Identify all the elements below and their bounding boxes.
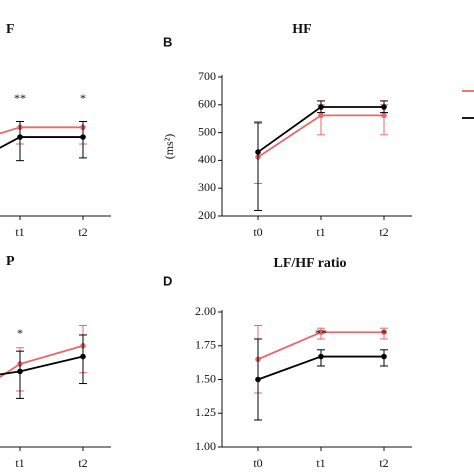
y-tick-label: 300 (198, 180, 216, 194)
chart-title: HF (292, 22, 311, 37)
chart-title: F (6, 22, 15, 37)
data-point (318, 329, 324, 336)
data-point (318, 104, 324, 110)
x-tick-label: t0 (253, 456, 262, 470)
series-line (0, 136, 83, 149)
y-tick-label: 1.25 (195, 405, 216, 419)
series-line (0, 344, 84, 379)
x-tick-label: t2 (379, 225, 388, 239)
data-point (17, 134, 23, 140)
x-tick-label: t2 (78, 456, 87, 470)
data-point (80, 134, 86, 140)
y-tick-label: 2.00 (195, 304, 216, 318)
annotation: * (17, 326, 23, 340)
y-axis-label: (ms²) (162, 134, 176, 160)
data-point (255, 376, 261, 383)
data-point (80, 353, 86, 360)
data-point (255, 149, 261, 155)
data-point (17, 368, 23, 375)
error-bar (254, 122, 262, 211)
annotation: * (381, 326, 387, 340)
x-tick-label: t1 (316, 456, 325, 470)
x-tick-label: t1 (15, 225, 24, 239)
x-tick-label: t1 (15, 456, 24, 470)
y-tick-label: 1.50 (195, 371, 216, 385)
y-tick-label: 200 (198, 208, 216, 222)
y-tick-label: 500 (198, 124, 216, 138)
y-tick-label: 1.75 (195, 338, 216, 352)
error-bar (16, 120, 24, 162)
data-point (381, 104, 387, 110)
annotation: * (80, 91, 86, 105)
chart-title: P (6, 254, 15, 269)
y-tick-label: 400 (198, 152, 216, 166)
y-tick-label: 700 (198, 69, 216, 83)
data-point (381, 353, 387, 360)
data-point (318, 112, 324, 119)
x-tick-label: t2 (379, 456, 388, 470)
error-bar (16, 350, 24, 399)
data-point (381, 329, 387, 336)
annotation: ** (14, 91, 26, 105)
x-tick-label: t2 (78, 225, 87, 239)
annotation: ** (315, 326, 327, 340)
chart-title: LF/HF ratio (274, 256, 347, 271)
data-point (318, 353, 324, 360)
y-tick-label: 1.00 (195, 439, 216, 453)
data-point (381, 112, 387, 119)
panel-label: D (163, 273, 172, 288)
y-tick-label: 600 (198, 97, 216, 111)
panel-label: B (163, 34, 172, 49)
x-tick-label: t0 (253, 225, 262, 239)
x-tick-label: t1 (316, 225, 325, 239)
